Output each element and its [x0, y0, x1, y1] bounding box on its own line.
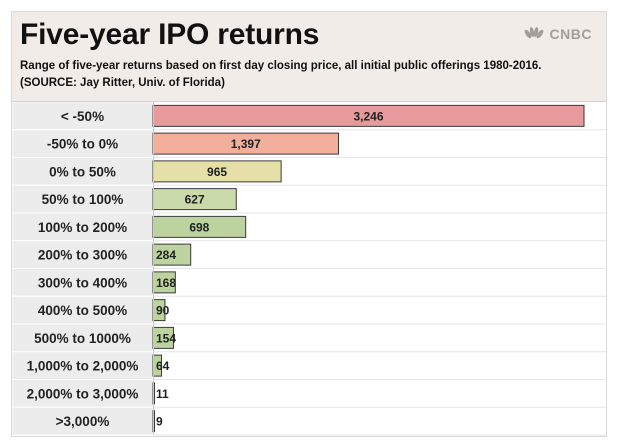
category-cell [12, 379, 154, 408]
category-label: 2,000% to 3,000% [27, 386, 139, 401]
category-cell [12, 351, 154, 380]
category-label: 100% to 200% [38, 220, 127, 235]
chart-card: Five-year IPO returns CNBC Range of five… [11, 11, 607, 437]
value-label: 627 [185, 193, 205, 207]
category-label: 400% to 500% [38, 303, 127, 318]
value-label: 3,246 [353, 109, 383, 123]
category-cell [12, 240, 154, 269]
value-label: 64 [156, 359, 170, 373]
category-cell [12, 323, 154, 353]
value-label: 9 [156, 415, 163, 429]
value-label: 284 [156, 248, 176, 262]
value-label: 90 [156, 304, 170, 318]
value-label: 168 [156, 276, 176, 290]
value-label: 698 [189, 220, 209, 234]
bar-chart: < -50% 3,246 -50% to 0% 1,397 0% to 50% 965 50… [12, 102, 606, 436]
category-cell [12, 129, 154, 158]
peacock-icon [524, 27, 543, 39]
category-label: -50% to 0% [47, 137, 118, 152]
chart-title: Five-year IPO returns [20, 18, 320, 51]
cnbc-wordmark: CNBC [549, 26, 592, 42]
category-label: 0% to 50% [49, 164, 116, 179]
value-label: 11 [156, 387, 169, 401]
category-label: 300% to 400% [38, 275, 127, 290]
category-label: 200% to 300% [38, 248, 127, 263]
category-label: 50% to 100% [42, 192, 124, 207]
value-label: 154 [156, 331, 176, 345]
category-label: 500% to 1000% [34, 331, 131, 346]
cnbc-logo: CNBC [524, 26, 592, 42]
category-label: 1,000% to 2,000% [27, 359, 139, 374]
value-label: 1,397 [231, 137, 261, 151]
value-label: 965 [207, 165, 227, 179]
category-label: < -50% [61, 109, 104, 124]
category-cell [12, 184, 154, 214]
chart-header: Five-year IPO returns CNBC Range of five… [12, 12, 606, 102]
chart-subtitle: Range of five-year returns based on firs… [20, 60, 542, 89]
category-label: >3,000% [56, 414, 110, 429]
